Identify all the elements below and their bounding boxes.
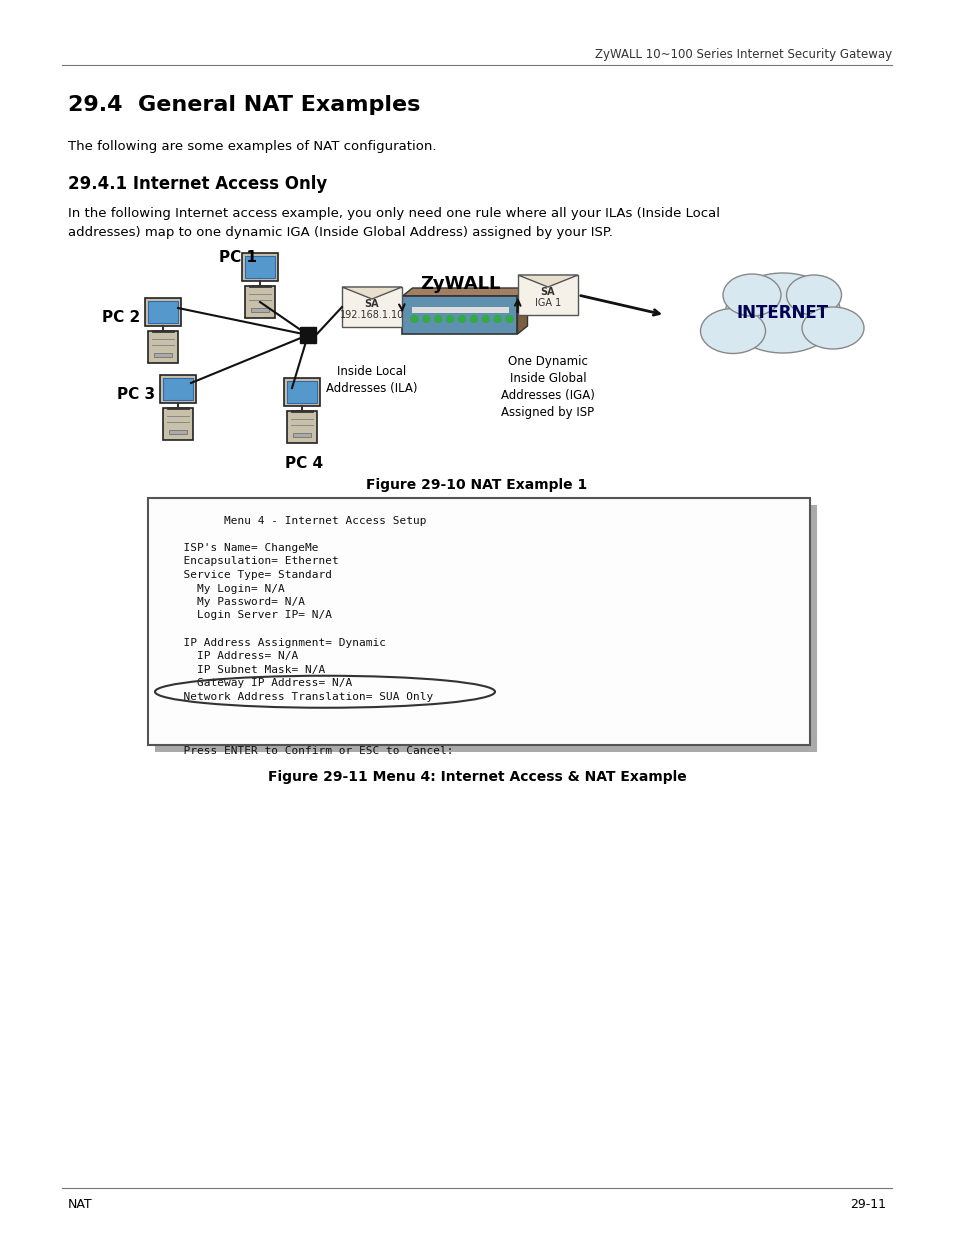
Text: ZyWALL: ZyWALL [419,275,499,293]
Polygon shape [517,275,578,287]
Bar [341,287,401,327]
Text: 192.168.1.10: 192.168.1.10 [339,310,404,320]
Bar [245,256,274,278]
Text: PC 4: PC 4 [285,456,323,471]
Circle shape [505,315,513,322]
Text: PC 3: PC 3 [117,387,155,403]
Bar [287,411,316,443]
Text: PC 2: PC 2 [102,310,140,325]
Circle shape [458,315,465,322]
Bar [163,378,193,400]
Text: Network Address Translation= SUA Only: Network Address Translation= SUA Only [170,692,433,701]
Text: 29-11: 29-11 [849,1198,885,1212]
Text: PC 1: PC 1 [219,249,256,266]
Circle shape [411,315,417,322]
Text: Gateway IP Address= N/A: Gateway IP Address= N/A [170,678,352,688]
Bar [299,327,315,343]
Circle shape [482,315,489,322]
Bar [148,331,178,363]
Polygon shape [517,288,527,333]
Bar [153,353,172,357]
Text: ISP's Name= ChangeMe: ISP's Name= ChangeMe [170,543,318,553]
Text: Menu 4 - Internet Access Setup: Menu 4 - Internet Access Setup [170,516,426,526]
Bar [402,296,517,333]
Text: The following are some examples of NAT configuration.: The following are some examples of NAT c… [68,140,436,153]
Circle shape [470,315,476,322]
Ellipse shape [724,273,840,353]
Bar [160,375,195,403]
Text: IP Address Assignment= Dynamic: IP Address Assignment= Dynamic [170,637,386,647]
Polygon shape [402,288,527,296]
Bar [517,275,578,315]
Text: Service Type= Standard: Service Type= Standard [170,571,332,580]
Text: One Dynamic
Inside Global
Addresses (IGA)
Assigned by ISP: One Dynamic Inside Global Addresses (IGA… [500,354,595,419]
Bar [284,378,319,406]
Circle shape [422,315,430,322]
Text: Figure 29-10 NAT Example 1: Figure 29-10 NAT Example 1 [366,478,587,492]
Text: INTERNET: INTERNET [736,304,828,322]
Bar [412,308,509,312]
Text: IP Address= N/A: IP Address= N/A [170,651,298,661]
Text: Encapsulation= Ethernet: Encapsulation= Ethernet [170,557,338,567]
Ellipse shape [785,275,841,315]
Text: My Password= N/A: My Password= N/A [170,597,305,606]
Circle shape [435,315,441,322]
Bar [287,382,316,403]
Ellipse shape [801,308,863,350]
Text: SA: SA [364,299,379,309]
Polygon shape [341,287,401,299]
Text: ZyWALL 10~100 Series Internet Security Gateway: ZyWALL 10~100 Series Internet Security G… [595,48,891,61]
Text: Inside Local
Addresses (ILA): Inside Local Addresses (ILA) [326,366,417,395]
Text: IP Subnet Mask= N/A: IP Subnet Mask= N/A [170,664,325,674]
Text: 29.4  General NAT Examples: 29.4 General NAT Examples [68,95,420,115]
Bar [245,287,274,317]
Bar [154,505,816,752]
Circle shape [494,315,500,322]
Text: In the following Internet access example, you only need one rule where all your : In the following Internet access example… [68,207,720,240]
Circle shape [446,315,453,322]
Text: IGA 1: IGA 1 [535,298,560,308]
Bar [293,433,311,437]
Text: Figure 29-11 Menu 4: Internet Access & NAT Example: Figure 29-11 Menu 4: Internet Access & N… [268,769,685,784]
Bar [242,253,277,282]
Text: Login Server IP= N/A: Login Server IP= N/A [170,610,332,620]
Bar [148,301,178,324]
Text: NAT: NAT [68,1198,92,1212]
Bar [169,430,187,433]
Bar [163,408,193,440]
Bar [148,498,809,745]
Text: My Login= N/A: My Login= N/A [170,583,284,594]
Ellipse shape [700,309,764,353]
Text: Press ENTER to Confirm or ESC to Cancel:: Press ENTER to Confirm or ESC to Cancel: [170,746,453,756]
Text: SA: SA [540,287,555,296]
Bar [251,308,269,312]
Text: 29.4.1 Internet Access Only: 29.4.1 Internet Access Only [68,175,327,193]
Bar [145,298,181,326]
Ellipse shape [722,274,781,316]
